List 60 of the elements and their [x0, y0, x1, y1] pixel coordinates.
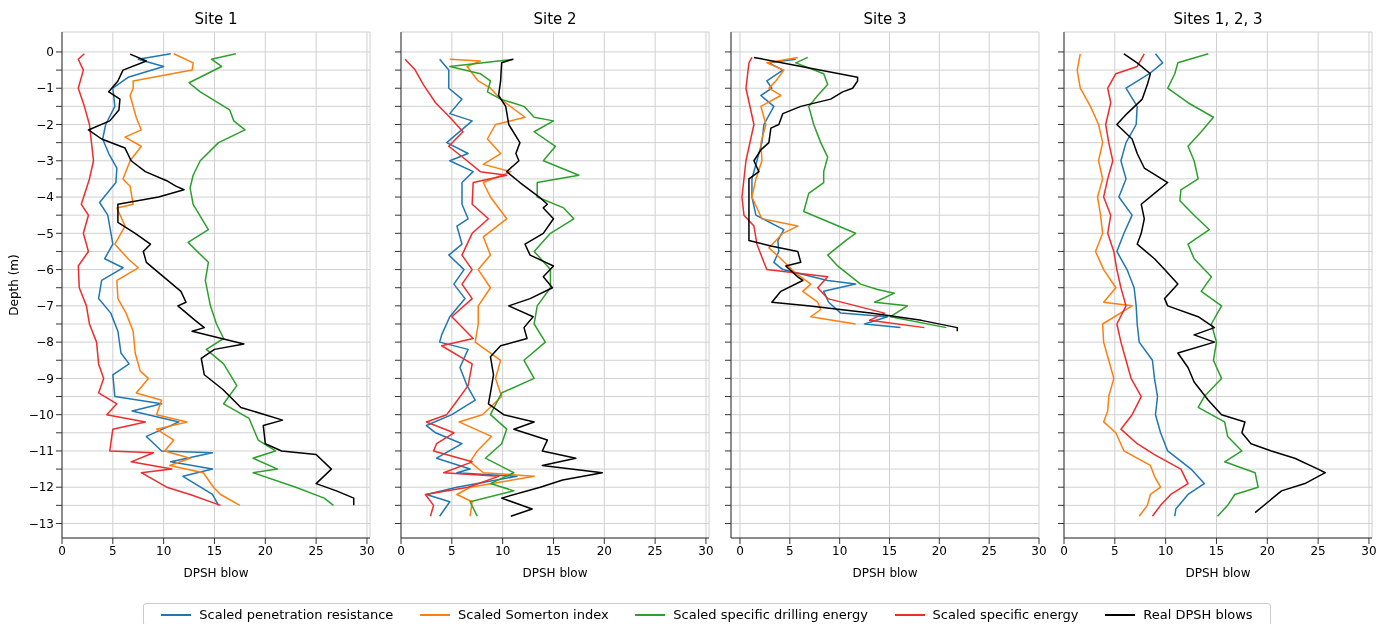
chart-title: Site 3	[862, 10, 908, 28]
chart-title: Site 2	[532, 10, 578, 28]
x-tick-label: 15	[1208, 543, 1225, 558]
chart-title: Sites 1, 2, 3	[1172, 10, 1264, 28]
x-tick-label: 20	[1259, 543, 1275, 558]
line-series	[77, 53, 222, 507]
x-tick-label: 20	[931, 543, 947, 558]
legend-label: Scaled specific drilling energy	[673, 607, 868, 622]
y-tick-label: −8	[36, 335, 54, 350]
y-tick-label: −9	[36, 371, 54, 386]
x-tick-label: 0	[58, 543, 66, 558]
y-tick-label: −6	[36, 262, 54, 277]
x-tick-label: 25	[308, 543, 324, 558]
x-tick-label: 10	[156, 543, 172, 558]
x-tick-label: 5	[1111, 543, 1119, 558]
x-tick-label: 25	[981, 543, 997, 558]
x-tick-label: 10	[495, 543, 511, 558]
y-tick-label: −10	[28, 407, 54, 422]
x-tick-label: 5	[448, 543, 456, 558]
x-tick-label: 15	[545, 543, 562, 558]
line-series	[114, 53, 241, 507]
y-tick-label: −1	[36, 81, 54, 96]
y-tick-label: −4	[36, 190, 54, 205]
y-tick-label: −5	[36, 226, 54, 241]
x-tick-label: 25	[1310, 543, 1326, 558]
x-tick-label: 5	[109, 543, 117, 558]
legend-label: Scaled specific energy	[932, 607, 1079, 622]
x-tick-label: 30	[1031, 543, 1047, 558]
x-tick-label: 0	[736, 543, 744, 558]
y-tick-label: −12	[28, 480, 54, 495]
x-tick-label: 25	[647, 543, 663, 558]
legend-label: Real DPSH blows	[1143, 607, 1253, 622]
chart-title: Site 1	[193, 10, 239, 28]
x-tick-label: 20	[596, 543, 612, 558]
y-tick-label: −3	[36, 154, 54, 169]
x-tick-label: 30	[1361, 543, 1377, 558]
x-axis-title: DPSH blow	[522, 566, 588, 580]
x-axis-title: DPSH blow	[183, 566, 249, 580]
y-tick-label: 0	[46, 45, 54, 60]
x-tick-label: 10	[1158, 543, 1174, 558]
x-tick-label: 5	[785, 543, 794, 558]
y-axis-title: Depth (m)	[7, 254, 22, 316]
x-tick-label: 10	[832, 543, 848, 558]
line-series	[87, 53, 355, 507]
y-tick-label: −13	[28, 516, 54, 531]
x-tick-label: 15	[206, 543, 223, 558]
x-axis-title: DPSH blow	[852, 566, 918, 580]
x-tick-label: 0	[1060, 543, 1068, 558]
x-tick-label: 30	[698, 543, 714, 558]
y-tick-label: −7	[36, 299, 54, 314]
line-series	[187, 53, 335, 507]
x-tick-label: 15	[881, 543, 898, 558]
y-tick-label: −2	[36, 117, 54, 132]
legend-label: Scaled Somerton index	[458, 607, 609, 622]
x-tick-label: 0	[397, 543, 405, 558]
legend-label: Scaled penetration resistance	[199, 607, 394, 622]
x-axis-title: DPSH blow	[1185, 566, 1251, 580]
x-tick-label: 20	[257, 543, 273, 558]
y-tick-label: −11	[28, 444, 54, 459]
x-tick-label: 30	[359, 543, 375, 558]
